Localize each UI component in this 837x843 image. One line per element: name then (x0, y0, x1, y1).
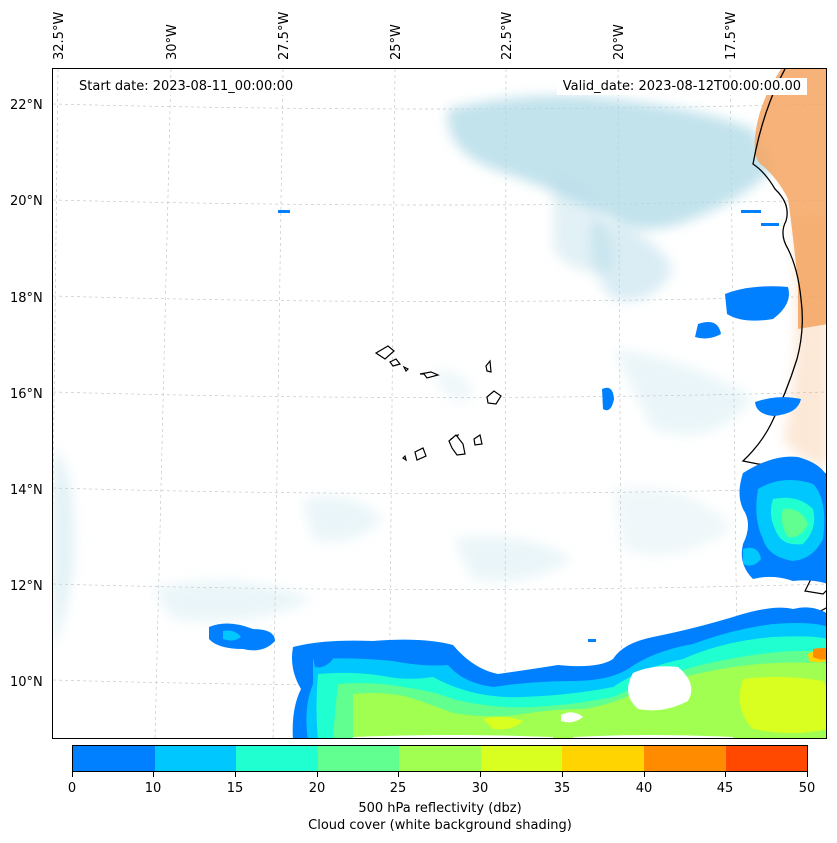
cloud-cover-shading (53, 95, 773, 649)
colorbar-tick-label: 25 (389, 781, 407, 796)
colorbar-segment (154, 746, 237, 771)
colorbar-tick (562, 772, 563, 777)
colorbar-tick-label: 40 (635, 781, 653, 796)
colorbar-sublabel: Cloud cover (white background shading) (308, 818, 572, 833)
colorbar-tick-label: 15 (226, 781, 244, 796)
colorbar-tick (317, 772, 318, 777)
colorbar-tick (480, 772, 481, 777)
colorbar-tick (72, 772, 73, 777)
colorbar-tick-label: 20 (308, 781, 326, 796)
colorbar-segment (236, 746, 318, 771)
lat-label: 18°N (10, 291, 43, 306)
reflectivity-cluster-west (209, 623, 275, 651)
colorbar-segment (399, 746, 481, 771)
lat-label: 10°N (10, 675, 43, 690)
colorbar-segment (562, 746, 644, 771)
colorbar-segment (725, 746, 808, 771)
colorbar-tick (644, 772, 645, 777)
lon-label: 22.5°W (500, 11, 515, 60)
lon-label: 32.5°W (52, 11, 67, 60)
colorbar-tick (807, 772, 808, 777)
colorbar-tick-label: 30 (471, 781, 489, 796)
lon-label: 27.5°W (277, 11, 292, 60)
lat-label: 16°N (10, 387, 43, 402)
map-panel: Start date: 2023-08-11_00:00:00 Valid_da… (52, 68, 827, 739)
reflectivity-cluster-east (739, 456, 826, 584)
reflectivity-small-cells (278, 210, 801, 642)
lat-label: 12°N (10, 579, 43, 594)
colorbar-tick (725, 772, 726, 777)
lon-label: 17.5°W (724, 11, 739, 60)
colorbar-tick (398, 772, 399, 777)
start-date-label: Start date: 2023-08-11_00:00:00 (73, 78, 300, 95)
colorbar-segment (480, 746, 563, 771)
lon-label: 25°W (389, 24, 404, 60)
colorbar-segment (643, 746, 726, 771)
colorbar (72, 745, 808, 772)
lat-label: 22°N (10, 98, 43, 113)
colorbar-label: 500 hPa reflectivity (dbz) (358, 801, 522, 816)
lon-label: 30°W (165, 24, 180, 60)
cape-verde-islands (374, 345, 502, 462)
colorbar-segment (317, 746, 400, 771)
lon-label: 20°W (612, 24, 627, 60)
coastline (741, 69, 826, 475)
colorbar-tick-label: 50 (798, 781, 816, 796)
colorbar-tick (235, 772, 236, 777)
colorbar-tick-label: 0 (67, 781, 77, 796)
reflectivity-band-south (292, 607, 826, 738)
valid-date-label: Valid_date: 2023-08-12T00:00:00.00 (556, 78, 807, 95)
colorbar-tick (153, 772, 154, 777)
lat-label: 20°N (10, 194, 43, 209)
lat-label: 14°N (10, 483, 43, 498)
land-shading (783, 219, 826, 469)
colorbar-segment (73, 746, 155, 771)
colorbar-tick-label: 10 (144, 781, 162, 796)
colorbar-tick-label: 35 (553, 781, 571, 796)
map-svg (53, 69, 826, 738)
colorbar-tick-label: 45 (716, 781, 734, 796)
